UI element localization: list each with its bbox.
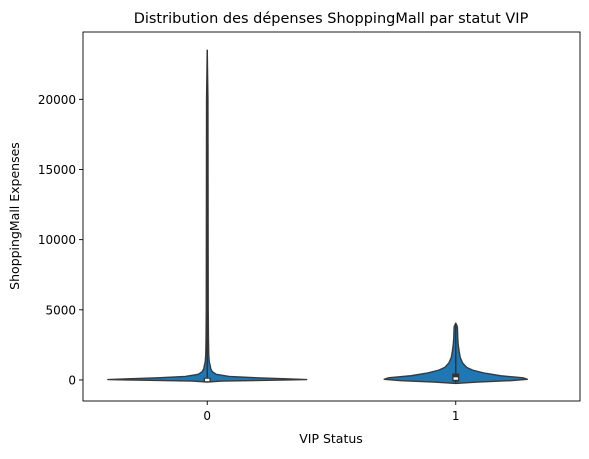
x-axis-label: VIP Status xyxy=(299,431,363,446)
chart-title: Distribution des dépenses ShoppingMall p… xyxy=(134,11,529,27)
y-tick-label: 20000 xyxy=(38,93,76,107)
x-tick-label: 1 xyxy=(452,409,460,423)
y-tick-label: 5000 xyxy=(45,303,76,317)
y-tick-label: 0 xyxy=(68,373,76,387)
plot-frame xyxy=(82,31,581,402)
y-axis: 0 5000 10000 15000 20000 xyxy=(38,93,83,387)
x-tick-label: 0 xyxy=(203,409,211,423)
violin-median-0 xyxy=(205,378,210,382)
y-tick-label: 10000 xyxy=(38,233,76,247)
violins-layer xyxy=(107,49,529,385)
y-axis-label: ShoppingMall Expenses xyxy=(7,142,22,290)
violin-median-1 xyxy=(453,377,458,380)
y-tick-label: 15000 xyxy=(38,163,76,177)
